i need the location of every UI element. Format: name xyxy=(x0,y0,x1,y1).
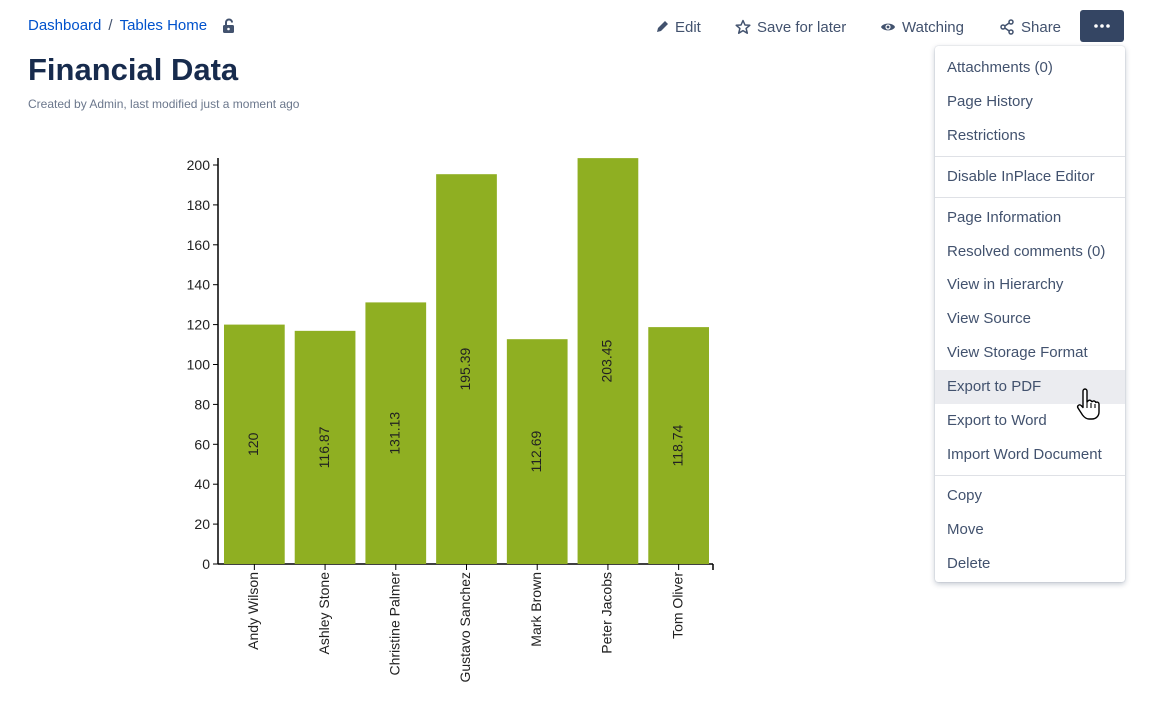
breadcrumb-dashboard-link[interactable]: Dashboard xyxy=(28,17,102,34)
x-tick-label: Andy Wilson xyxy=(245,572,261,650)
menu-item-view-in-hierarchy[interactable]: View in Hierarchy xyxy=(947,276,1064,294)
page-byline: Created by Admin, last modified just a m… xyxy=(28,97,300,111)
chart-bar xyxy=(224,324,285,564)
x-tick-label: Gustavo Sanchez xyxy=(457,572,473,683)
y-tick-label: 120 xyxy=(187,317,211,333)
y-tick-label: 20 xyxy=(194,516,210,532)
pencil-icon xyxy=(657,21,668,32)
menu-item-attachments-0[interactable]: Attachments (0) xyxy=(947,59,1053,76)
menu-item-export-to-pdf[interactable]: Export to PDF xyxy=(935,370,1125,405)
edit-button[interactable]: Edit xyxy=(655,16,701,38)
y-tick-label: 100 xyxy=(187,357,211,373)
menu-item-disable-inplace-editor[interactable]: Disable InPlace Editor xyxy=(947,167,1095,185)
share-button[interactable]: Share xyxy=(999,16,1061,38)
page-title: Financial Data xyxy=(28,52,239,87)
y-tick-label: 200 xyxy=(187,157,211,173)
menu-item-copy[interactable]: Copy xyxy=(947,486,983,504)
watching-button[interactable]: Watching xyxy=(880,16,964,38)
menu-item-delete[interactable]: Delete xyxy=(947,554,991,572)
bar-value-label: 203.45 xyxy=(599,339,615,382)
edit-label: Edit xyxy=(675,18,701,36)
x-tick-label: Ashley Stone xyxy=(316,572,332,655)
hand-cursor-icon xyxy=(1076,388,1100,420)
more-actions-button[interactable] xyxy=(1080,10,1124,42)
y-tick-label: 140 xyxy=(187,277,211,293)
eye-icon xyxy=(881,23,895,31)
x-tick-label: Mark Brown xyxy=(528,572,544,647)
star-icon xyxy=(735,19,751,34)
menu-separator xyxy=(935,155,1125,157)
ellipsis-icon xyxy=(1094,24,1110,28)
menu-separator xyxy=(935,196,1125,198)
x-tick-label: Tom Oliver xyxy=(669,572,685,639)
chart-bar xyxy=(506,339,568,564)
breadcrumb: Dashboard / Tables Home xyxy=(28,17,237,34)
watching-label: Watching xyxy=(902,18,964,36)
menu-item-import-word-document[interactable]: Import Word Document xyxy=(947,445,1102,463)
menu-separator xyxy=(935,474,1125,476)
breadcrumb-tables-home-link[interactable]: Tables Home xyxy=(119,17,208,34)
save-for-later-button[interactable]: Save for later xyxy=(735,16,846,38)
menu-item-export-to-word[interactable]: Export to Word xyxy=(947,412,1047,429)
bar-value-label: 195.39 xyxy=(457,347,473,390)
bar-value-label: 112.69 xyxy=(528,430,544,472)
y-tick-label: 40 xyxy=(194,476,210,492)
y-tick-label: 180 xyxy=(187,197,211,213)
menu-item-move[interactable]: Move xyxy=(947,520,984,538)
chart-bar xyxy=(436,174,497,564)
x-tick-label: Christine Palmer xyxy=(386,572,402,676)
bar-value-label: 118.74 xyxy=(669,424,685,466)
menu-item-view-storage-format[interactable]: View Storage Format xyxy=(947,344,1088,362)
chart-bar xyxy=(648,327,709,564)
bar-value-label: 120 xyxy=(245,432,261,456)
y-tick-label: 160 xyxy=(187,237,211,253)
more-actions-menu: Attachments (0) Page History Restrictions D… xyxy=(935,46,1125,582)
share-label: Share xyxy=(1021,18,1062,36)
x-tick-label: Peter Jacobs xyxy=(599,572,615,654)
menu-item-page-history[interactable]: Page History xyxy=(947,92,1033,110)
y-tick-label: 0 xyxy=(202,556,210,572)
breadcrumb-separator: / xyxy=(108,17,113,34)
bar-value-label: 131.13 xyxy=(386,412,402,455)
save-for-later-label: Save for later xyxy=(757,18,847,36)
y-tick-label: 80 xyxy=(194,396,210,412)
menu-item-restrictions[interactable]: Restrictions xyxy=(947,126,1026,144)
unlock-icon[interactable] xyxy=(221,18,237,34)
chart-bar xyxy=(577,158,639,564)
chart-bar xyxy=(294,330,356,564)
chart-bar xyxy=(365,302,427,564)
menu-item-resolved-comments-0[interactable]: Resolved comments (0) xyxy=(947,242,1106,260)
bar-value-label: 116.87 xyxy=(316,426,332,468)
menu-item-page-information[interactable]: Page Information xyxy=(947,208,1062,226)
y-tick-label: 60 xyxy=(194,436,210,452)
share-icon xyxy=(1000,19,1014,35)
menu-item-view-source[interactable]: View Source xyxy=(947,310,1031,328)
